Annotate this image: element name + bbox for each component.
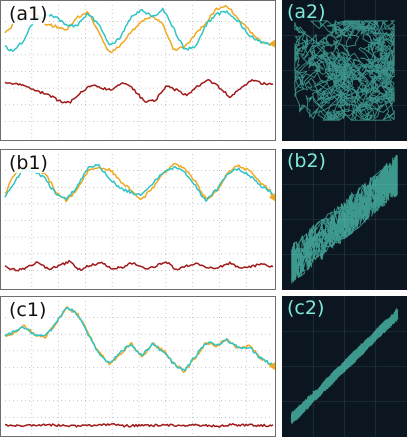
trace-c1-3 bbox=[4, 422, 274, 428]
waveform-plot-a1 bbox=[4, 4, 275, 138]
trace-a1-2 bbox=[4, 7, 274, 52]
panel-label-c2: (c2) bbox=[287, 297, 325, 319]
oscilloscope-panel-a1: (a1) bbox=[0, 0, 276, 141]
oscilloscope-panel-b1: (b1) bbox=[0, 149, 276, 290]
panel-label-a2: (a2) bbox=[287, 1, 326, 23]
xy-trace-c2 bbox=[290, 307, 399, 424]
grid-a1 bbox=[5, 5, 273, 138]
xy-trace-b2 bbox=[291, 154, 398, 284]
xy-panel-c2: (c2) bbox=[282, 296, 407, 437]
panel-label-a1: (a1) bbox=[8, 3, 49, 25]
xy-plot-b2 bbox=[282, 149, 407, 290]
grid-c1 bbox=[5, 301, 273, 434]
panel-label-b1: (b1) bbox=[8, 152, 49, 174]
waveform-plot-c1 bbox=[4, 301, 275, 434]
trace-a1-3 bbox=[4, 78, 274, 104]
channel-marker-a1 bbox=[269, 39, 275, 48]
trace-c1-2 bbox=[4, 307, 274, 372]
xy-panel-b2: (b2) bbox=[282, 149, 407, 290]
oscilloscope-panel-c1: (c1) bbox=[0, 296, 276, 437]
panel-label-b2: (b2) bbox=[287, 150, 326, 172]
channel-marker-c1 bbox=[269, 362, 275, 371]
channel-marker-b1 bbox=[269, 193, 275, 202]
trace-b1-1 bbox=[4, 162, 274, 203]
xy-trace-a2 bbox=[293, 19, 396, 121]
trace-a1-1 bbox=[4, 4, 274, 54]
xy-panel-a2: (a2) bbox=[282, 0, 407, 141]
xy-plot-a2 bbox=[282, 0, 407, 141]
panel-label-c1: (c1) bbox=[8, 299, 48, 321]
trace-b1-2 bbox=[4, 163, 274, 202]
waveform-plot-b1 bbox=[4, 154, 275, 287]
trace-b1-3 bbox=[4, 259, 274, 272]
xy-plot-c2 bbox=[282, 296, 407, 437]
